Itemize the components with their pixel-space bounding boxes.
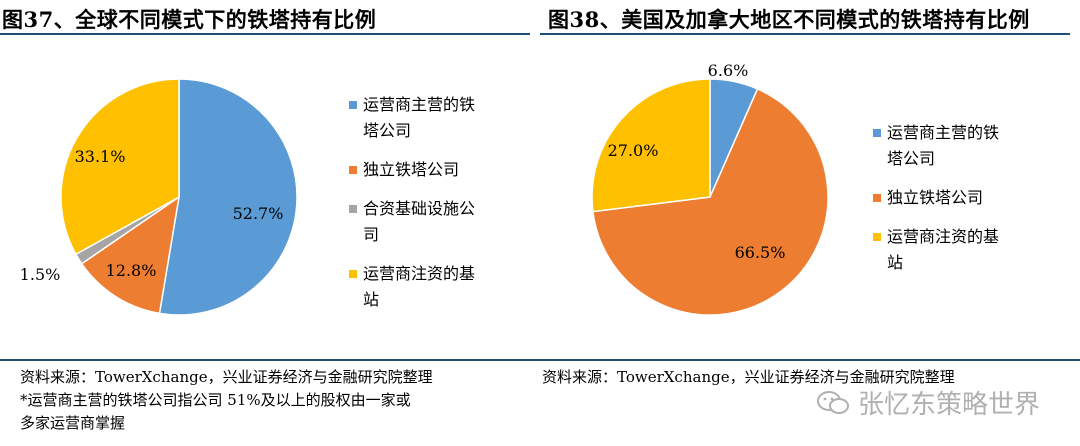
left-title-rule xyxy=(0,33,530,35)
legend-item-0-0: 运营商主营的铁 塔公司 xyxy=(349,92,513,144)
left-source-note: 资料来源：TowerXchange，兴业证券经济与金融研究院整理 *运营商主营的… xyxy=(20,366,433,435)
legend-label-0-0-1: 塔公司 xyxy=(363,121,412,140)
left-pie-chart: 52.7% 12.8% 1.5% 33.1% xyxy=(20,78,298,316)
legend-swatch-1-1 xyxy=(873,194,881,202)
legend-label-0-1-0: 独立铁塔公司 xyxy=(363,160,460,179)
left-chart-panel: 图37、全球不同模式下的铁塔持有比例 52.7% 12.8% 1.5% 33.1% 运… xyxy=(0,0,530,360)
legend-item-1-1: 独立铁塔公司 xyxy=(873,185,1037,211)
left-source-line-1: 资料来源：TowerXchange，兴业证券经济与金融研究院整理 xyxy=(20,368,433,386)
pie-data-label-1-0: 6.6% xyxy=(708,61,749,80)
legend-item-0-3: 运营商注资的基站 xyxy=(349,261,513,313)
legend-item-1-2: 运营商注资的基站 xyxy=(873,224,1037,276)
right-title-rule xyxy=(540,33,1070,35)
right-chart-title: 图38、美国及加拿大地区不同模式的铁塔持有比例 xyxy=(548,7,1030,32)
legend-swatch-1-0 xyxy=(873,129,881,137)
pie-data-label-1-1: 66.5% xyxy=(735,243,786,262)
watermark-text: 张忆东策略世界 xyxy=(857,390,1040,420)
left-source-line-3: 多家运营商掌握 xyxy=(20,414,126,432)
left-chart-title: 图37、全球不同模式下的铁塔持有比例 xyxy=(2,7,377,32)
legend-item-0-2: 合资基础设施公司 xyxy=(349,196,513,248)
legend-item-0-1: 独立铁塔公司 xyxy=(349,157,513,183)
pie-data-label-0-1: 12.8% xyxy=(106,261,157,280)
legend-label-0-3-1: 站 xyxy=(363,290,380,309)
pie-slice-1-1 xyxy=(592,87,829,316)
legend-swatch-0-2 xyxy=(349,205,357,213)
legend-label-0-2-1: 司 xyxy=(363,225,380,244)
pie-data-label-1-2: 27.0% xyxy=(608,141,659,160)
legend-label-1-2-1: 站 xyxy=(887,253,904,272)
legend-swatch-0-1 xyxy=(349,166,357,174)
pie-slice-0-0 xyxy=(158,78,298,316)
wechat-icon xyxy=(816,390,849,414)
right-pie-chart: 6.6% 66.5% 27.0% xyxy=(591,61,829,316)
legend-swatch-1-2 xyxy=(873,233,881,241)
pie-slice-0-3 xyxy=(60,78,180,256)
right-chart-panel: 图38、美国及加拿大地区不同模式的铁塔持有比例 6.6% 66.5% 27.0% 运… xyxy=(540,0,1070,360)
bottom-rule xyxy=(0,359,1080,361)
legend-label-1-1-0: 独立铁塔公司 xyxy=(887,188,984,207)
legend-label-0-0-0: 运营商主营的铁 xyxy=(363,95,476,114)
pie-slice-0-1 xyxy=(80,195,181,315)
watermark: 张忆东策略世界 xyxy=(816,384,1040,421)
left-legend: 运营商主营的铁 塔公司 独立铁塔公司 合资基础设施公司运营商注资的基站 xyxy=(349,92,513,326)
pie-slice-1-2 xyxy=(591,78,711,213)
left-source-line-2: *运营商主营的铁塔公司指公司 51%及以上的股权由一家或 xyxy=(20,391,411,409)
right-source-note: 资料来源：TowerXchange，兴业证券经济与金融研究院整理 xyxy=(542,366,955,389)
pie-data-label-0-0: 52.7% xyxy=(233,204,284,223)
pie-data-label-0-3: 33.1% xyxy=(75,147,126,166)
legend-swatch-0-3 xyxy=(349,270,357,278)
legend-swatch-0-0 xyxy=(349,101,357,109)
pie-data-label-0-2: 1.5% xyxy=(20,265,61,284)
legend-label-1-0-0: 运营商主营的铁 xyxy=(887,123,1000,142)
legend-label-0-3-0: 运营商注资的基 xyxy=(363,264,476,283)
right-source-line-1: 资料来源：TowerXchange，兴业证券经济与金融研究院整理 xyxy=(542,368,955,386)
right-legend: 运营商主营的铁 塔公司 独立铁塔公司 运营商注资的基站 xyxy=(873,120,1037,289)
legend-label-1-0-1: 塔公司 xyxy=(887,149,936,168)
legend-label-0-2-0: 合资基础设施公 xyxy=(363,199,476,218)
legend-item-1-0: 运营商主营的铁 塔公司 xyxy=(873,120,1037,172)
legend-label-1-2-0: 运营商注资的基 xyxy=(887,227,1000,246)
